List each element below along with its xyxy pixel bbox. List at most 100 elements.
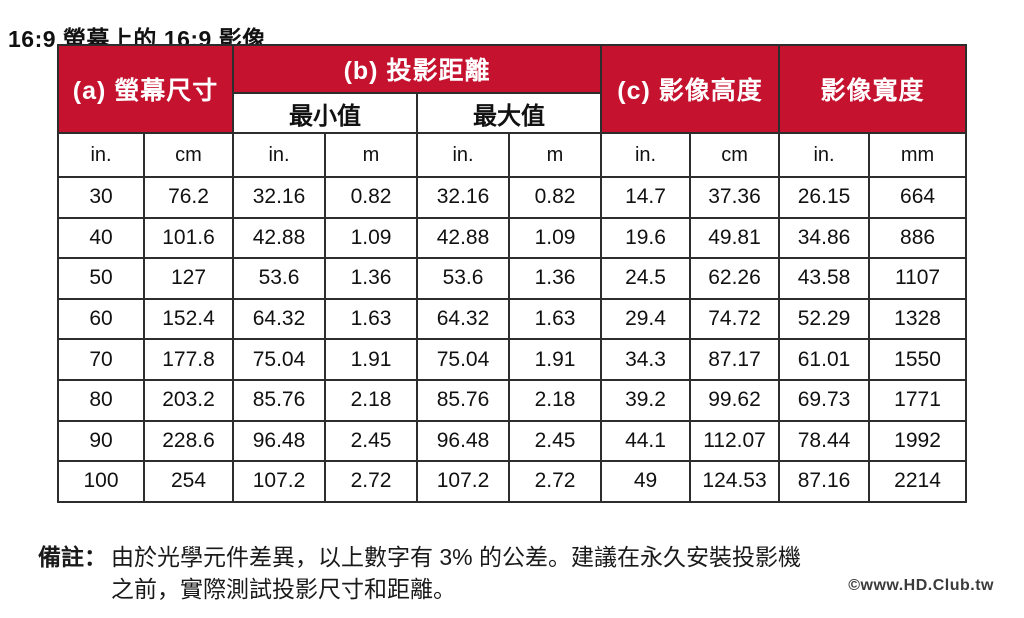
table-cell: 0.82 (324, 176, 419, 219)
table-cell: 61.01 (778, 338, 871, 381)
table-cell: 50 (57, 257, 145, 300)
table-cell: 78.44 (778, 419, 871, 463)
table-cell: 107.2 (416, 460, 511, 503)
table-cell: 37.36 (689, 176, 781, 219)
table-cell: 101.6 (142, 216, 235, 260)
table-cell: 2.18 (508, 378, 603, 422)
table-cell: 85.76 (416, 378, 511, 422)
table-cell: 87.17 (689, 338, 781, 381)
table-cell: 39.2 (600, 378, 692, 422)
table-cell: 87.16 (778, 460, 871, 503)
table-cell: 203.2 (142, 378, 235, 422)
table-cell: 74.72 (689, 297, 781, 341)
table-cell: 43.58 (778, 257, 871, 300)
table-cell: 1.09 (324, 216, 419, 260)
header-image-width: 影像寬度 (778, 44, 968, 134)
table-row: 90 228.6 96.48 2.45 96.48 2.45 44.1 112.07 78.44… (57, 419, 968, 463)
table-cell: 90 (57, 419, 145, 463)
table-cell: 62.26 (689, 257, 781, 300)
unit-cell: cm (142, 132, 235, 178)
table-cell: 254 (142, 460, 235, 503)
header-projection-distance: (b) 投影距離 (232, 44, 603, 94)
subheader-minimum: 最小值 (232, 92, 419, 134)
table-cell: 42.88 (232, 216, 327, 260)
table-cell: 2.72 (324, 460, 419, 503)
table-row: 40 101.6 42.88 1.09 42.88 1.09 19.6 49.81 34.86 8… (57, 216, 968, 260)
unit-cell: in. (778, 132, 871, 178)
header-screen-size: (a) 螢幕尺寸 (56, 44, 235, 134)
table-cell: 29.4 (600, 297, 692, 341)
table-cell: 32.16 (232, 176, 327, 219)
table-cell: 2.18 (324, 378, 419, 422)
table-cell: 34.86 (778, 216, 871, 260)
table-cell: 44.1 (600, 419, 692, 463)
table-cell: 64.32 (416, 297, 511, 341)
unit-cell: m (508, 132, 603, 178)
table-cell: 1.63 (324, 297, 419, 341)
table-cell: 152.4 (142, 297, 235, 341)
table-cell: 1107 (868, 257, 968, 300)
table-cell: 1.09 (508, 216, 603, 260)
table-row: 30 76.2 32.16 0.82 32.16 0.82 14.7 37.36 26.15 66… (57, 176, 968, 219)
table-cell: 664 (868, 176, 968, 219)
unit-cell: in. (57, 132, 145, 178)
unit-cell: m (324, 132, 419, 178)
table-cell: 177.8 (142, 338, 235, 381)
table-cell: 96.48 (416, 419, 511, 463)
table-cell: 64.32 (232, 297, 327, 341)
projection-table-container: (a) 螢幕尺寸 (b) 投影距離 (c) 影像高度 影像寬度 最小值 最大值 … (56, 44, 968, 503)
table-cell: 99.62 (689, 378, 781, 422)
table-cell: 1328 (868, 297, 968, 341)
table-cell: 80 (57, 378, 145, 422)
footnote: 備註： 由於光學元件差異，以上數字有 3% 的公差。建議在永久安裝投影機 之前，… (38, 541, 801, 605)
unit-cell: mm (868, 132, 968, 178)
table-cell: 886 (868, 216, 968, 260)
table-cell: 49 (600, 460, 692, 503)
table-cell: 40 (57, 216, 145, 260)
footnote-label: 備註： (38, 544, 107, 570)
table-row: 100 254 107.2 2.72 107.2 2.72 49 124.53 87.16 221… (57, 460, 968, 503)
table-cell: 49.81 (689, 216, 781, 260)
table-cell: 2.45 (324, 419, 419, 463)
footnote-line: 之前，實際測試投影尺寸和距離。 (111, 576, 456, 603)
table-cell: 75.04 (232, 338, 327, 381)
table-cell: 107.2 (232, 460, 327, 503)
table-cell: 32.16 (416, 176, 511, 219)
table-cell: 1.91 (324, 338, 419, 381)
table-cell: 1.91 (508, 338, 603, 381)
table-cell: 0.82 (508, 176, 603, 219)
table-cell: 26.15 (778, 176, 871, 219)
table-cell: 2.45 (508, 419, 603, 463)
table-row: 50 127 53.6 1.36 53.6 1.36 24.5 62.26 43.58 1107 (57, 257, 968, 300)
table-cell: 1992 (868, 419, 968, 463)
table-cell: 52.29 (778, 297, 871, 341)
unit-cell: in. (416, 132, 511, 178)
table-body: 30 76.2 32.16 0.82 32.16 0.82 14.7 37.36 26.15 66… (57, 176, 968, 503)
table-cell: 2.72 (508, 460, 603, 503)
table-cell: 124.53 (689, 460, 781, 503)
table-cell: 60 (57, 297, 145, 341)
table-row: 70 177.8 75.04 1.91 75.04 1.91 34.3 87.17 61.01 1… (57, 338, 968, 381)
table-cell: 53.6 (416, 257, 511, 300)
table-cell: 1.36 (324, 257, 419, 300)
table-cell: 96.48 (232, 419, 327, 463)
table-cell: 14.7 (600, 176, 692, 219)
unit-cell: cm (689, 132, 781, 178)
table-cell: 30 (57, 176, 145, 219)
table-cell: 69.73 (778, 378, 871, 422)
table-row: 60 152.4 64.32 1.63 64.32 1.63 29.4 74.72 52.29 1… (57, 297, 968, 341)
table-cell: 70 (57, 338, 145, 381)
table-cell: 24.5 (600, 257, 692, 300)
table-cell: 112.07 (689, 419, 781, 463)
table-cell: 76.2 (142, 176, 235, 219)
unit-cell: in. (232, 132, 327, 178)
table-cell: 1550 (868, 338, 968, 381)
footnote-text: 由於光學元件差異，以上數字有 3% 的公差。建議在永久安裝投影機 之前，實際測試… (111, 541, 801, 605)
unit-cell: in. (600, 132, 692, 178)
table-cell: 228.6 (142, 419, 235, 463)
units-row: in. cm in. m in. m in. cm in. mm (57, 132, 968, 178)
subheader-maximum: 最大值 (416, 92, 603, 134)
table-cell: 85.76 (232, 378, 327, 422)
table-row: 80 203.2 85.76 2.18 85.76 2.18 39.2 99.62 69.73 1… (57, 378, 968, 422)
projection-distance-table: (a) 螢幕尺寸 (b) 投影距離 (c) 影像高度 影像寬度 最小值 最大值 … (56, 44, 968, 503)
